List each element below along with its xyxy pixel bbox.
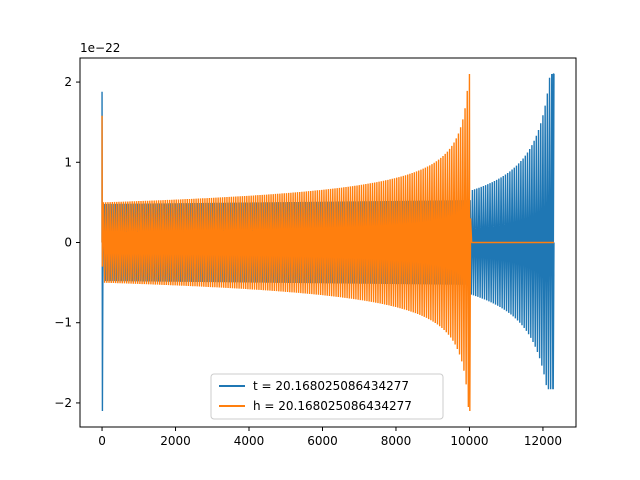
x-tick-label: 4000 (234, 434, 265, 448)
legend-label: h = 20.168025086434277 (253, 399, 412, 413)
y-tick-label: −1 (54, 316, 72, 330)
x-tick-label: 0 (98, 434, 106, 448)
x-tick-label: 8000 (381, 434, 412, 448)
legend: t = 20.168025086434277 h = 20.16802508643… (210, 373, 444, 420)
x-tick-label: 12000 (524, 434, 562, 448)
legend-label: t = 20.168025086434277 (253, 379, 409, 393)
y-tick-label: 1 (64, 155, 72, 169)
plot-series-group (101, 73, 555, 411)
series-line-h (101, 74, 554, 411)
y-tick-label: 0 (64, 236, 72, 250)
x-tick-label: 6000 (307, 434, 338, 448)
x-axis-ticks: 0 2000 4000 6000 8000 10000 12000 (98, 427, 562, 448)
y-tick-label: −2 (54, 396, 72, 410)
y-tick-label: 2 (64, 75, 72, 89)
y-axis-offset-label: 1e−22 (80, 41, 120, 55)
y-axis-ticks: −2 −1 0 1 2 (54, 75, 80, 410)
x-tick-label: 2000 (160, 434, 191, 448)
legend-box (210, 373, 444, 420)
x-tick-label: 10000 (450, 434, 488, 448)
